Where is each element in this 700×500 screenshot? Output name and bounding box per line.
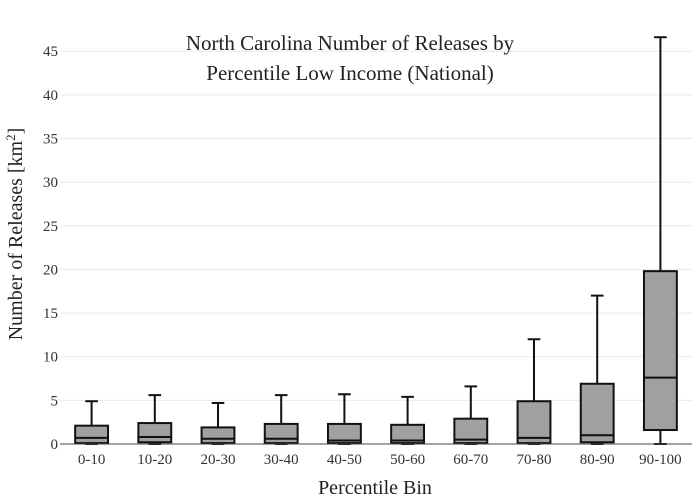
x-tick-label: 70-80	[517, 452, 552, 468]
y-tick-label: 25	[43, 219, 58, 235]
box-series	[74, 36, 678, 445]
box-30-40	[263, 394, 299, 445]
x-tick-label: 50-60	[390, 452, 425, 468]
iqr-box	[642, 270, 678, 432]
x-axis-ticks: 0-10 10-20 20-30 30-40 40-50 50-60 60-70 70-80 8…	[78, 452, 682, 468]
iqr-box	[137, 422, 173, 444]
iqr-box	[326, 422, 362, 445]
x-axis-title: Percentile Bin	[318, 477, 432, 499]
iqr-box	[200, 426, 236, 445]
y-tick-label: 40	[43, 88, 58, 104]
box-60-70	[453, 385, 489, 445]
box-80-90	[579, 294, 615, 445]
iqr-box	[579, 382, 615, 444]
iqr-box	[516, 400, 552, 445]
x-tick-label: 90-100	[639, 452, 682, 468]
y-tick-label: 30	[43, 175, 58, 191]
y-axis-title-main: Number of Releases [km	[5, 140, 27, 340]
x-tick-label: 20-30	[201, 452, 236, 468]
y-tick-label: 20	[43, 262, 58, 278]
x-tick-label: 30-40	[264, 452, 299, 468]
y-tick-label: 0	[51, 437, 59, 453]
y-tick-label: 35	[43, 131, 58, 147]
x-tick-label: 80-90	[580, 452, 615, 468]
y-tick-label: 15	[43, 306, 58, 322]
y-tick-label: 5	[51, 393, 59, 409]
box-50-60	[390, 395, 426, 445]
x-tick-label: 60-70	[453, 452, 488, 468]
x-tick-label: 10-20	[137, 452, 172, 468]
x-tick-label: 40-50	[327, 452, 362, 468]
box-90-100	[642, 36, 678, 445]
y-tick-label: 45	[43, 44, 58, 60]
x-tick-label: 0-10	[78, 452, 106, 468]
chart-title-line-2: Percentile Low Income (National)	[206, 61, 493, 85]
box-70-80	[516, 338, 552, 445]
y-axis-title-superscript: 2	[3, 134, 18, 141]
iqr-box	[74, 424, 110, 445]
iqr-box	[390, 423, 426, 445]
y-axis-ticks: 0 5 10 15 20 25 30 35 40 45	[43, 44, 58, 453]
box-10-20	[137, 394, 173, 445]
chart-title-line-1: North Carolina Number of Releases by	[186, 31, 515, 55]
box-0-10	[74, 400, 110, 445]
y-tick-label: 10	[43, 350, 58, 366]
y-axis-title-end: ]	[5, 128, 27, 135]
box-20-30	[200, 401, 236, 445]
iqr-box	[263, 422, 299, 445]
box-40-50	[326, 393, 362, 445]
grid-lines	[60, 50, 692, 401]
y-axis-title: Number of Releases [km2]	[3, 128, 27, 341]
